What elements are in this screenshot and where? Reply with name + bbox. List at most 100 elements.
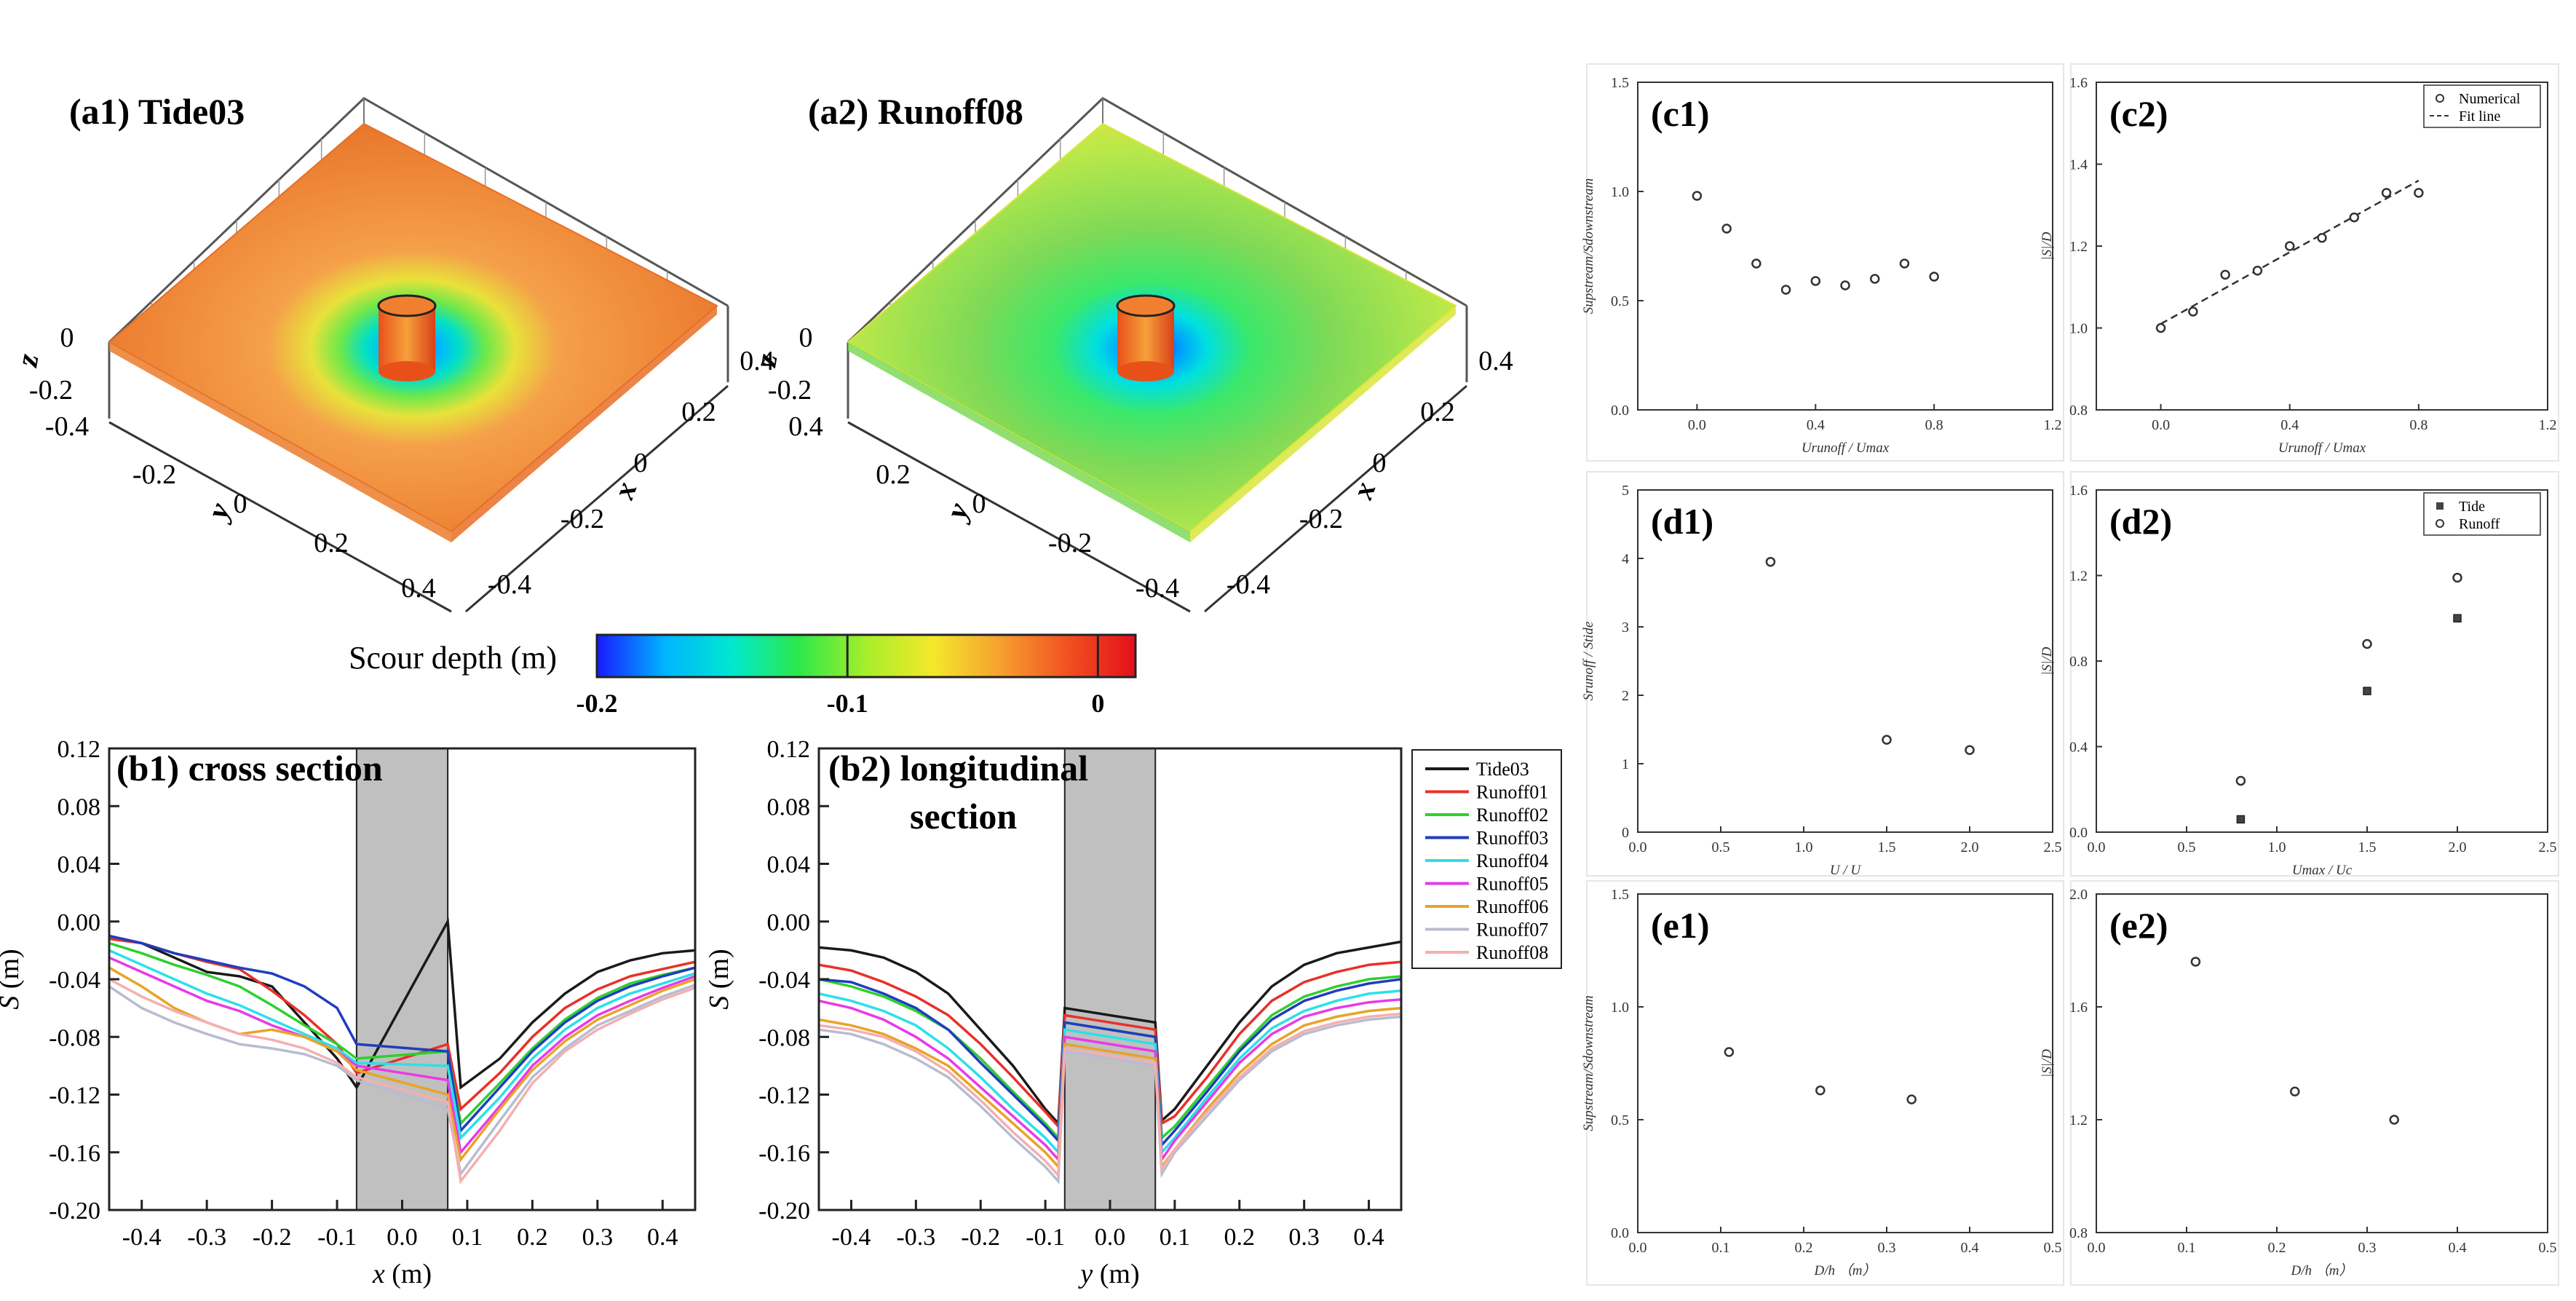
y-axis-title: |S|/D bbox=[2040, 1049, 2055, 1077]
y-axis-title: Supstream/Sdownstream bbox=[1581, 995, 1596, 1131]
colorbar: Scour depth (m) -0.2 -0.1 0 bbox=[349, 633, 1137, 718]
data-point bbox=[1840, 280, 1850, 290]
data-point bbox=[2389, 1115, 2399, 1125]
colorbar-tick-label: -0.2 bbox=[576, 689, 618, 718]
data-point bbox=[2155, 323, 2166, 333]
x-axis-title: D/h （m） bbox=[1814, 1262, 1876, 1278]
data-point bbox=[1724, 1047, 1735, 1057]
section-plots: 0.12 0.08 0.04 0.00 -0.04 -0.08 -0.12 -0.16 -0.2… bbox=[0, 736, 1562, 1289]
y-axis-title: Supstream/Sdownstream bbox=[1581, 178, 1596, 314]
x-axis-title: D/h （m） bbox=[2291, 1262, 2353, 1278]
x-tick-label: 0.4 bbox=[740, 346, 774, 376]
y-tick-label: -0.4 bbox=[45, 411, 89, 442]
data-point bbox=[1899, 258, 1910, 269]
y-tick-label: 0.08 bbox=[767, 794, 811, 820]
y-tick-label: 2 bbox=[1622, 688, 1629, 704]
series-line-runoff08 bbox=[108, 978, 696, 1185]
legend-label: Runoff06 bbox=[1476, 896, 1548, 917]
y-tick-label: 0.4 bbox=[788, 411, 823, 442]
legend-label: Runoff02 bbox=[1476, 804, 1548, 826]
x-axis-title: x bbox=[1346, 478, 1383, 504]
x-axis-title: x (m) bbox=[372, 1259, 432, 1289]
y-tick-label: 3 bbox=[1622, 620, 1629, 636]
y-tick-label: 0.0 bbox=[1611, 403, 1629, 419]
series-line-runoff05 bbox=[818, 997, 1402, 1163]
x-tick-label: 0.3 bbox=[582, 1224, 614, 1251]
legend-label: Runoff07 bbox=[1476, 920, 1548, 941]
y-tick-label: 1.5 bbox=[1611, 75, 1629, 91]
y-tick-label: -0.2 bbox=[1048, 528, 1092, 558]
section-plot-b1: 0.12 0.08 0.04 0.00 -0.04 -0.08 -0.12 -0.16 -0.2… bbox=[0, 736, 697, 1289]
data-point bbox=[1815, 1085, 1826, 1096]
z-axis-title: z bbox=[10, 351, 46, 371]
series-line-runoff06 bbox=[818, 1006, 1402, 1171]
data-point bbox=[2235, 775, 2246, 786]
x-axis-title: Urunoff / Umax bbox=[2278, 440, 2366, 456]
y-tick-label: -0.04 bbox=[758, 967, 810, 994]
x-tick-label: 0.5 bbox=[1712, 839, 1730, 855]
bed-front-right-face bbox=[1190, 306, 1456, 542]
y-tick-label: 1.6 bbox=[2069, 483, 2088, 499]
panel-label: (c2) bbox=[2109, 93, 2168, 134]
bed-front-left-face bbox=[109, 342, 451, 542]
y-tick-label: 0 bbox=[234, 489, 247, 519]
y-tick-label: 0.12 bbox=[767, 736, 811, 763]
x-tick-label: 0.1 bbox=[1712, 1240, 1730, 1256]
x-tick-label: 0.5 bbox=[2539, 1240, 2557, 1256]
legend-label: Numerical bbox=[2459, 91, 2521, 107]
y-tick-label: 1.2 bbox=[2069, 239, 2088, 255]
x-tick-label: 0.2 bbox=[1224, 1224, 1256, 1251]
data-point bbox=[2190, 957, 2201, 967]
legend-label: Runoff08 bbox=[1476, 942, 1548, 963]
x-tick-label: 0.2 bbox=[1420, 397, 1455, 427]
x-tick-label: 0.1 bbox=[1160, 1224, 1191, 1251]
x-axis-line bbox=[1204, 384, 1467, 613]
scatter-panel-c2: 0.0 0.4 0.8 1.2 0.8 1.0 1.2 1.4 1.6 Urunoff / Uma… bbox=[2040, 63, 2559, 462]
series-line-runoff03 bbox=[108, 934, 696, 1134]
section-plot-b2: 0.12 0.08 0.04 0.00 -0.04 -0.08 -0.12 -0.16 -0.2… bbox=[704, 736, 1403, 1289]
x-tick-label: 0.3 bbox=[1288, 1224, 1320, 1251]
plot-frame bbox=[2096, 893, 2548, 1233]
x-tick-label: 2.0 bbox=[1961, 839, 1979, 855]
x-axis-line bbox=[465, 384, 729, 613]
x-tick-label: 1.0 bbox=[2268, 839, 2286, 855]
panel-label: (c1) bbox=[1651, 93, 1710, 134]
y-tick-label: 1.5 bbox=[1611, 887, 1629, 903]
y-axis-title: Srunoff / Stide bbox=[1581, 622, 1596, 701]
scatter-plots: 0.0 0.4 0.8 1.2 0.0 0.5 1.0 1.5 Urunoff / Umax Su… bbox=[1581, 63, 2559, 1286]
data-point bbox=[2284, 241, 2295, 251]
x-tick-label: 0.0 bbox=[1095, 1224, 1126, 1251]
z-tick-label: -0.2 bbox=[768, 375, 812, 406]
x-tick-label: -0.4 bbox=[488, 569, 531, 600]
y-tick-label: 1.6 bbox=[2069, 1000, 2088, 1016]
panel-border bbox=[2070, 63, 2559, 462]
x-tick-label: 0.4 bbox=[1478, 346, 1513, 376]
y-tick-label: 0.2 bbox=[314, 528, 349, 558]
pier-top bbox=[1116, 294, 1176, 317]
x-tick-label: 0 bbox=[634, 448, 648, 478]
y-tick-label: 0.8 bbox=[2069, 403, 2088, 419]
legend-label: Tide bbox=[2459, 499, 2485, 515]
panel-border bbox=[1586, 63, 2064, 462]
data-point bbox=[1780, 285, 1791, 295]
x-tick-label: 0.0 bbox=[387, 1224, 418, 1251]
series-line-runoff07 bbox=[108, 984, 696, 1177]
x-tick-label: 0.8 bbox=[2409, 417, 2428, 433]
x-tick-label: 0.8 bbox=[1925, 417, 1943, 433]
x-tick-label: -0.2 bbox=[1299, 504, 1343, 534]
x-tick-label: 1.0 bbox=[1795, 839, 1813, 855]
data-point bbox=[2362, 638, 2372, 649]
y-axis-title: S (m) bbox=[704, 949, 734, 1009]
x-tick-label: 0.0 bbox=[2152, 417, 2170, 433]
series-line-runoff01 bbox=[818, 960, 1402, 1130]
x-tick-label: -0.2 bbox=[253, 1224, 292, 1251]
legend-marker-circle bbox=[2436, 94, 2444, 103]
data-point-square bbox=[2453, 614, 2462, 622]
data-point bbox=[2414, 188, 2424, 198]
pier-base bbox=[379, 361, 435, 381]
x-tick-label: -0.4 bbox=[832, 1224, 871, 1251]
surface-panel-a1: -0.4-0.200.20.4 -0.4-0.200.20.4yx0-0.2z(a… bbox=[10, 91, 774, 613]
data-point bbox=[1765, 556, 1776, 567]
legend-marker-square bbox=[2436, 502, 2444, 510]
